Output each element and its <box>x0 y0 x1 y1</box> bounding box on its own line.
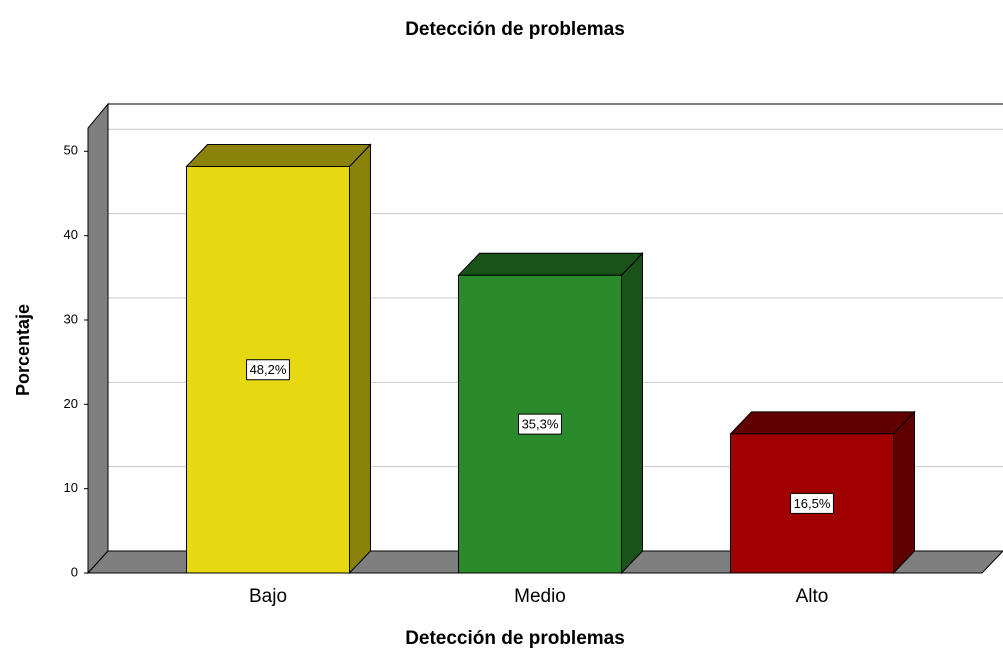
x-tick-label: Medio <box>514 586 566 607</box>
bar-side <box>893 410 915 575</box>
x-axis-label: Detección de problemas <box>405 628 625 649</box>
value-label: 16,5% <box>794 496 831 511</box>
y-tick-label: 20 <box>64 396 78 411</box>
bar-side <box>621 252 643 575</box>
bar <box>729 410 916 575</box>
bar <box>457 252 644 575</box>
chart-title: Detección de problemas <box>405 19 625 40</box>
y-tick-label: 0 <box>71 564 78 579</box>
y-tick-label: 30 <box>64 311 78 326</box>
x-tick-label: Bajo <box>249 586 287 607</box>
value-label-box <box>790 492 834 514</box>
bar-top <box>729 411 916 435</box>
y-tick-label: 50 <box>64 143 78 158</box>
value-label-box <box>246 359 290 381</box>
y-tick-label: 40 <box>64 227 78 242</box>
y-tick-label: 10 <box>64 480 78 495</box>
value-label-box <box>518 413 562 435</box>
value-label: 35,3% <box>522 417 559 432</box>
value-label: 48,2% <box>250 362 287 377</box>
left-wall <box>87 102 109 575</box>
bar-top <box>185 143 372 167</box>
bar-top <box>457 252 644 276</box>
y-axis-label: Porcentaje <box>13 304 33 396</box>
x-tick-label: Alto <box>796 586 829 607</box>
bar-side <box>349 143 371 575</box>
bar <box>185 143 372 575</box>
